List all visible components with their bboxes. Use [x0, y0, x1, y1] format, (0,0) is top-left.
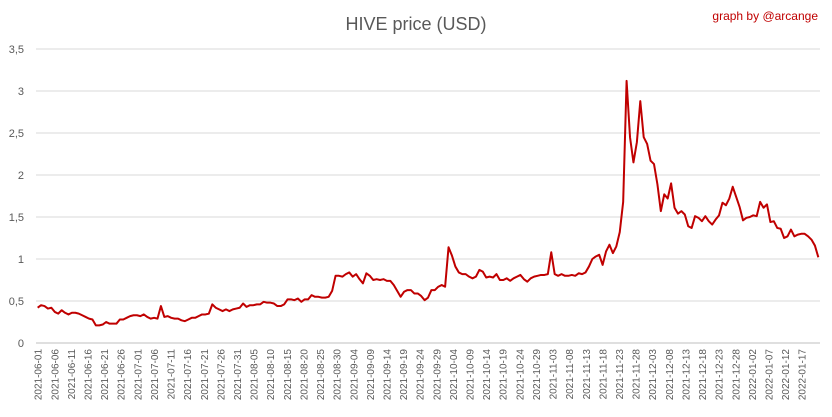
x-tick-label: 2021-06-26 [117, 349, 128, 401]
x-tick-label: 2021-10-14 [482, 349, 493, 401]
x-tick-label: 2021-08-25 [316, 349, 327, 401]
x-tick-label: 2021-08-05 [250, 349, 261, 401]
x-tick-label: 2021-06-11 [67, 349, 78, 400]
x-tick-label: 2021-07-26 [216, 349, 227, 401]
x-tick-label: 2021-11-03 [549, 349, 560, 400]
x-tick-label: 2021-06-16 [83, 349, 94, 401]
x-tick-label: 2021-12-13 [681, 349, 692, 401]
x-tick-label: 2021-12-23 [715, 349, 726, 401]
x-tick-label: 2021-08-20 [299, 349, 310, 401]
x-tick-label: 2022-01-02 [748, 349, 759, 401]
x-tick-label: 2021-09-24 [416, 349, 427, 401]
x-tick-label: 2021-08-15 [283, 349, 294, 401]
x-tick-label: 2021-07-31 [233, 349, 244, 401]
x-tick-label: 2021-09-09 [366, 349, 377, 401]
chart-title: HIVE price (USD) [345, 14, 486, 34]
x-tick-label: 2022-01-07 [765, 349, 776, 401]
y-tick-label: 2,5 [9, 128, 24, 140]
x-tick-label: 2021-11-13 [582, 349, 593, 400]
y-tick-label: 0 [18, 338, 24, 350]
y-axis-tick-labels: 0 0,5 1 1,5 2 2,5 3 3,5 [9, 44, 24, 350]
x-tick-label: 2021-06-21 [100, 349, 111, 401]
x-tick-label: 2021-06-06 [50, 349, 61, 401]
x-tick-label: 2021-07-06 [150, 349, 161, 401]
x-tick-label: 2021-12-18 [698, 349, 709, 401]
x-tick-label: 2022-01-17 [798, 349, 809, 401]
x-tick-label: 2022-01-12 [781, 349, 792, 401]
x-tick-label: 2021-12-28 [731, 349, 742, 401]
x-tick-label: 2021-08-30 [333, 349, 344, 401]
x-tick-label: 2021-10-29 [532, 349, 543, 401]
x-tick-label: 2021-10-04 [449, 349, 460, 401]
y-tick-label: 1,5 [9, 212, 24, 224]
x-tick-label: 2021-11-23 [615, 349, 626, 400]
y-tick-label: 0,5 [9, 296, 24, 308]
x-tick-label: 2021-10-09 [466, 349, 477, 401]
x-tick-label: 2021-11-18 [598, 349, 609, 400]
x-tick-label: 2021-09-04 [349, 349, 360, 401]
x-tick-label: 2021-07-21 [200, 349, 211, 401]
x-tick-label: 2021-10-24 [515, 349, 526, 401]
x-tick-label: 2021-09-29 [432, 349, 443, 401]
price-series [37, 79, 820, 327]
x-tick-label: 2021-07-01 [133, 349, 144, 401]
y-tick-label: 2 [18, 170, 24, 182]
chart-credit: graph by @arcange [712, 9, 818, 23]
series-line [37, 79, 820, 327]
x-tick-label: 2021-10-19 [499, 349, 510, 401]
x-tick-label: 2021-12-08 [665, 349, 676, 401]
x-tick-label: 2021-12-03 [648, 349, 659, 401]
x-axis-tick-labels: 2021-06-01 2021-06-06 2021-06-11 2021-06-16… [34, 349, 809, 401]
x-tick-label: 2021-08-10 [266, 349, 277, 401]
x-tick-label: 2021-07-11 [167, 349, 178, 400]
y-tick-label: 1 [18, 254, 24, 266]
x-tick-label: 2021-11-08 [565, 349, 576, 400]
y-tick-label: 3 [18, 86, 24, 98]
x-tick-label: 2021-09-14 [382, 349, 393, 401]
x-tick-label: 2021-06-01 [34, 349, 45, 401]
y-tick-label: 3,5 [9, 44, 24, 56]
gridlines [36, 48, 820, 344]
x-tick-label: 2021-07-16 [183, 349, 194, 401]
x-tick-label: 2021-09-19 [399, 349, 410, 401]
x-tick-label: 2021-11-28 [632, 349, 643, 400]
